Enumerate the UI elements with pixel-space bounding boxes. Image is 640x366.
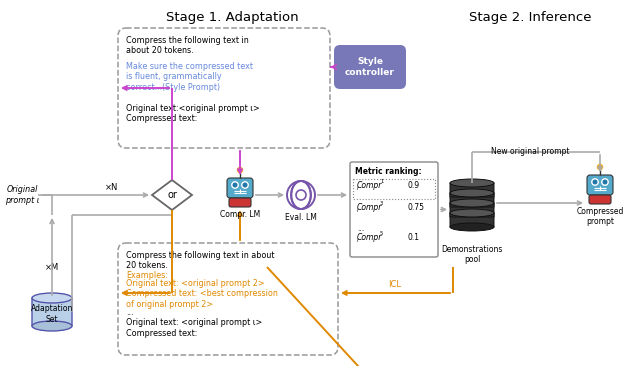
Text: 5: 5 — [380, 231, 383, 236]
FancyBboxPatch shape — [450, 203, 494, 217]
Ellipse shape — [32, 293, 72, 303]
FancyBboxPatch shape — [353, 179, 435, 199]
FancyBboxPatch shape — [334, 45, 406, 89]
Text: i: i — [357, 186, 358, 191]
Circle shape — [242, 182, 248, 188]
FancyBboxPatch shape — [450, 183, 494, 197]
FancyBboxPatch shape — [587, 175, 613, 195]
Text: Stage 1. Adaptation: Stage 1. Adaptation — [166, 11, 298, 24]
Text: Stage 2. Inference: Stage 2. Inference — [468, 11, 591, 24]
Text: Eval. LM: Eval. LM — [285, 213, 317, 222]
Ellipse shape — [450, 209, 494, 217]
Text: 3: 3 — [380, 201, 383, 206]
Text: i: i — [357, 238, 358, 243]
Text: Compr: Compr — [357, 233, 382, 242]
Text: Original text: <original prompt 2>
Compressed text: <best compression
of origina: Original text: <original prompt 2> Compr… — [126, 279, 278, 309]
FancyBboxPatch shape — [227, 178, 253, 198]
Ellipse shape — [450, 179, 494, 187]
Text: Style
controller: Style controller — [345, 57, 395, 77]
FancyBboxPatch shape — [589, 195, 611, 204]
Text: Compress the following text in about
20 tokens.: Compress the following text in about 20 … — [126, 251, 275, 270]
Text: Make sure the compressed text
is fluent, grammatically
correct...(Style Prompt): Make sure the compressed text is fluent,… — [126, 62, 253, 92]
Text: i: i — [357, 208, 358, 213]
Circle shape — [232, 182, 238, 188]
Text: ...
Original text: <original prompt ι>
Compressed text:: ... Original text: <original prompt ι> C… — [126, 308, 262, 338]
Text: Original
prompt ι: Original prompt ι — [4, 185, 39, 205]
FancyBboxPatch shape — [450, 193, 494, 207]
Text: 0.9: 0.9 — [408, 181, 420, 190]
Text: Examples:: Examples: — [126, 271, 168, 280]
Circle shape — [593, 180, 596, 184]
Text: ×M: ×M — [45, 264, 59, 273]
Ellipse shape — [450, 189, 494, 197]
Circle shape — [233, 183, 237, 187]
Ellipse shape — [450, 199, 494, 207]
Text: 1: 1 — [380, 179, 383, 184]
Circle shape — [598, 164, 602, 169]
Text: 0.75: 0.75 — [408, 203, 425, 212]
Circle shape — [243, 183, 247, 187]
Circle shape — [592, 179, 598, 185]
Text: Adaptation
Set: Adaptation Set — [31, 304, 73, 324]
Text: Original text:<original prompt ι>
Compressed text:: Original text:<original prompt ι> Compre… — [126, 104, 260, 123]
FancyBboxPatch shape — [118, 243, 338, 355]
Text: Compr: Compr — [357, 181, 382, 190]
Ellipse shape — [450, 223, 494, 231]
Text: ×N: ×N — [106, 183, 118, 193]
Circle shape — [602, 179, 608, 185]
Circle shape — [237, 168, 243, 172]
Text: Compress the following text in
about 20 tokens.: Compress the following text in about 20 … — [126, 36, 249, 55]
Circle shape — [604, 180, 607, 184]
Text: Compressed
prompt: Compressed prompt — [576, 207, 624, 227]
Text: ...: ... — [357, 224, 364, 233]
Text: Compr. LM: Compr. LM — [220, 210, 260, 219]
Text: New original prompt: New original prompt — [491, 147, 569, 157]
Text: or: or — [167, 190, 177, 200]
Text: Compr: Compr — [357, 203, 382, 212]
Text: Demonstrations
pool: Demonstrations pool — [442, 245, 502, 264]
Text: Metric ranking:: Metric ranking: — [355, 167, 422, 176]
FancyBboxPatch shape — [450, 213, 494, 227]
FancyBboxPatch shape — [32, 298, 72, 326]
FancyBboxPatch shape — [350, 162, 438, 257]
Text: ICL: ICL — [388, 280, 401, 289]
Text: 0.1: 0.1 — [408, 233, 420, 242]
Ellipse shape — [32, 321, 72, 331]
FancyBboxPatch shape — [229, 198, 251, 207]
FancyBboxPatch shape — [118, 28, 330, 148]
